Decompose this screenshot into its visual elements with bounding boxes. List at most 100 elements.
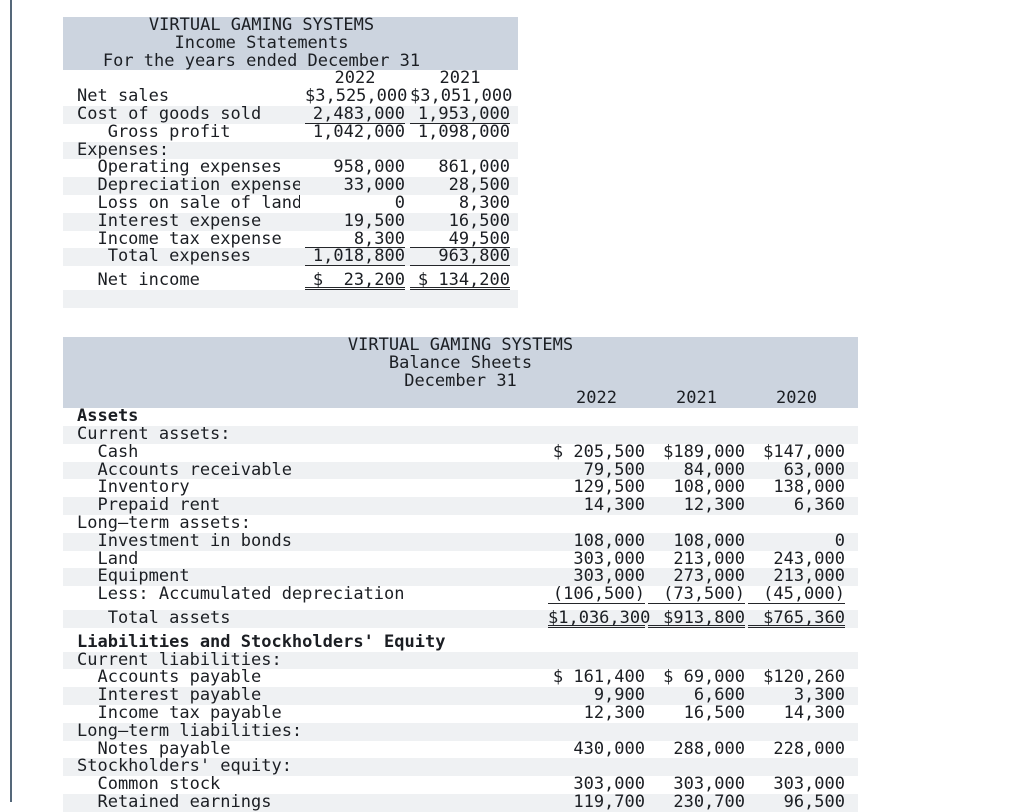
year-column-header: 2022: [576, 388, 617, 409]
row-label: Income tax expense: [77, 230, 282, 249]
year-header-row: 2022 2021 2020: [63, 390, 858, 408]
table-row: Less: Accumulated depreciation (106,500)(…: [63, 585, 858, 604]
amount-cell: $765,360: [748, 609, 845, 628]
company-name: VIRTUAL GAMING SYSTEMS: [347, 337, 574, 355]
table-row: Net income $ 23,200 $ 134,200: [63, 271, 518, 290]
row-label: Expenses:: [77, 141, 170, 160]
table-row: Current liabilities:: [63, 651, 858, 670]
amount-cell: 273,000: [673, 566, 745, 587]
table-row: Long–term assets:: [63, 515, 858, 533]
table-row: Accounts receivable 79,500 84,000 63,000: [63, 459, 858, 480]
row-label: Long–term liabilities:: [77, 722, 303, 741]
row-label: Depreciation expense: [77, 177, 300, 195]
row-label: Notes payable: [77, 740, 231, 759]
amount-cell: 84,000: [683, 459, 745, 480]
amount-cell: 303,000: [573, 548, 645, 569]
table-row: Depreciation expense 33,000 28,500: [63, 175, 518, 196]
row-label: Stockholders' equity:: [77, 758, 292, 777]
row-label: Cash: [77, 443, 139, 462]
year-column-header: 2021: [439, 68, 481, 89]
amount-cell: $ 205,500: [552, 441, 645, 462]
row-label: Total assets: [77, 609, 231, 628]
row-label: Assets: [77, 408, 139, 426]
row-label: Land: [77, 550, 139, 569]
amount-cell: 230,700: [673, 791, 745, 812]
amount-cell: (73,500): [648, 585, 745, 604]
amount-cell: 6,600: [693, 685, 745, 706]
amount-cell: $189,000: [663, 441, 745, 462]
row-label: Common stock: [77, 776, 221, 794]
year-header-spacer: [63, 70, 300, 88]
year-column-header: 2020: [776, 388, 817, 409]
amount-cell: $913,800: [648, 609, 745, 628]
balance-sheet-table: VIRTUAL GAMING SYSTEMS Balance Sheets De…: [63, 337, 858, 812]
amount-cell: $ 161,400: [552, 667, 645, 688]
row-label: Interest expense: [77, 212, 262, 231]
table-row: Income tax payable 12,300 16,500 14,300: [63, 702, 858, 723]
row-label: Income tax payable: [77, 704, 282, 723]
amount-cell: $ 69,000: [663, 667, 745, 688]
amount-cell: 2,483,000: [305, 105, 405, 124]
row-label: Inventory: [77, 479, 190, 498]
amount-cell: 16,500: [448, 210, 510, 231]
amount-cell: 108,000: [573, 530, 645, 551]
amount-cell: 14,300: [783, 702, 845, 723]
statement-period: December 31: [404, 372, 517, 391]
amount-cell: 28,500: [448, 175, 510, 196]
amount-cell: 33,000: [343, 175, 405, 196]
amount-cell: 213,000: [773, 566, 845, 587]
amount-cell: $120,260: [763, 667, 845, 688]
amount-cell: 288,000: [673, 738, 745, 759]
row-label: Net income: [77, 272, 200, 290]
amount-cell: 63,000: [783, 459, 845, 480]
table-row: Notes payable 430,000 288,000 228,000: [63, 738, 858, 759]
row-label: Current liabilities:: [77, 651, 282, 670]
statement-title: Income Statements: [174, 34, 349, 53]
amount-cell: 16,500: [683, 702, 745, 723]
amount-cell: 96,500: [783, 791, 845, 812]
table-row: Prepaid rent 14,300 12,300 6,360: [63, 495, 858, 516]
amount-cell: 1,098,000: [417, 121, 510, 142]
row-label: Less: Accumulated depreciation: [77, 586, 405, 604]
year-header-row: 2022 2021: [63, 70, 518, 88]
table-row: Retained earnings 119,700 230,700 96,500: [63, 791, 858, 812]
amount-cell: (45,000): [748, 585, 845, 604]
row-label: [63, 290, 510, 308]
amount-cell: $147,000: [763, 441, 845, 462]
income-statement-table: VIRTUAL GAMING SYSTEMS Income Statements…: [63, 17, 518, 308]
amount-cell: $ 23,200: [305, 271, 405, 290]
year-column-header: 2022: [334, 68, 376, 89]
table-row: Cash $ 205,500 $189,000 $147,000: [63, 441, 858, 462]
amount-cell: 228,000: [773, 738, 845, 759]
row-label: Cost of goods sold: [77, 105, 262, 124]
row-label: Investment in bonds: [77, 532, 292, 551]
amount-cell: 6,360: [793, 495, 845, 516]
amount-cell: $3,525,000: [305, 86, 408, 107]
table-row: Investment in bonds 108,000 108,000 0: [63, 530, 858, 551]
table-row: Net sales $3,525,000 $3,051,000: [63, 86, 518, 107]
amount-cell: 861,000: [438, 157, 510, 178]
table-row: Common stock 303,000 303,000 303,000: [63, 774, 858, 795]
table-row: Current assets:: [63, 425, 858, 444]
amount-cell: (106,500): [548, 585, 645, 604]
amount-cell: 119,700: [573, 791, 645, 812]
table-row: Expenses:: [63, 141, 518, 160]
table-row: Total expenses 1,018,800 963,800: [63, 248, 518, 267]
amount-cell: 0: [834, 530, 845, 551]
table-row: Stockholders' equity:: [63, 758, 858, 777]
amount-cell: 108,000: [673, 477, 745, 498]
amount-cell: 79,500: [583, 459, 645, 480]
amount-cell: $3,051,000: [410, 86, 513, 107]
amount-cell: 9,900: [593, 685, 645, 706]
amount-cell: 12,300: [583, 702, 645, 723]
table-row: Interest expense 19,500 16,500: [63, 210, 518, 231]
row-label: Long–term assets:: [77, 514, 251, 533]
amount-cell: 303,000: [573, 774, 645, 795]
table-row: Inventory 129,500 108,000 138,000: [63, 479, 858, 497]
row-label: Accounts payable: [77, 669, 262, 688]
amount-cell: 213,000: [673, 548, 745, 569]
amount-cell: $1,036,300: [548, 607, 651, 628]
amount-cell: 1,018,800: [305, 248, 405, 267]
amount-cell: 303,000: [773, 774, 845, 795]
amount-cell: 0: [394, 192, 405, 213]
